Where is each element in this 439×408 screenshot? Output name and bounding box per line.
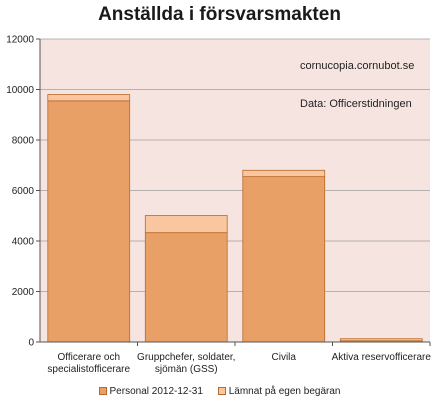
bar-lamnat <box>47 94 131 102</box>
x-category-label: Officerare och specialistofficerare <box>34 352 144 376</box>
bar-lamnat <box>339 338 423 342</box>
legend-swatch-personal <box>98 387 107 395</box>
y-tick-label: 2000 <box>12 287 35 298</box>
x-category-label-line: Gruppchefer, soldater, <box>137 352 236 363</box>
y-tick-label: 4000 <box>12 237 35 248</box>
legend-item-lamnat: Lämnat på egen begäran <box>217 386 341 397</box>
x-category-label-line: Officerare och <box>57 352 121 363</box>
x-category-label-line: Civila <box>271 352 296 363</box>
legend-label-lamnat: Lämnat på egen begäran <box>228 386 341 397</box>
data-source-annotation: Data: Officerstidningen <box>300 98 412 110</box>
legend-item-personal: Personal 2012-12-31 <box>98 386 203 397</box>
x-category-label: Gruppchefer, soldater, sjömän (GSS) <box>131 352 241 376</box>
y-tick-label: 10000 <box>6 85 34 96</box>
source-site-annotation: cornucopia.cornubot.se <box>300 60 415 72</box>
legend-label-personal: Personal 2012-12-31 <box>109 386 203 397</box>
bar-personal <box>47 100 131 343</box>
bar-lamnat <box>144 215 228 234</box>
bar-personal <box>242 176 326 343</box>
y-tick-label: 6000 <box>12 186 35 197</box>
x-category-label: Civila <box>229 352 339 364</box>
y-tick-label: 0 <box>28 338 34 349</box>
bar-personal <box>144 232 228 343</box>
x-category-label-line: sjömän (GSS) <box>154 364 218 375</box>
legend: Personal 2012-12-31 Lämnat på egen begär… <box>0 386 439 397</box>
y-tick-label: 12000 <box>6 35 34 46</box>
y-tick-label: 8000 <box>12 136 35 147</box>
chart-title: Anställda i försvarsmakten <box>98 4 341 25</box>
x-category-label-line: Aktiva reservofficerare <box>331 352 431 363</box>
bar-lamnat <box>242 169 326 178</box>
x-category-label: Aktiva reservofficerare <box>326 352 436 364</box>
legend-swatch-lamnat <box>217 387 226 395</box>
x-category-label-line: specialistofficerare <box>47 364 131 375</box>
